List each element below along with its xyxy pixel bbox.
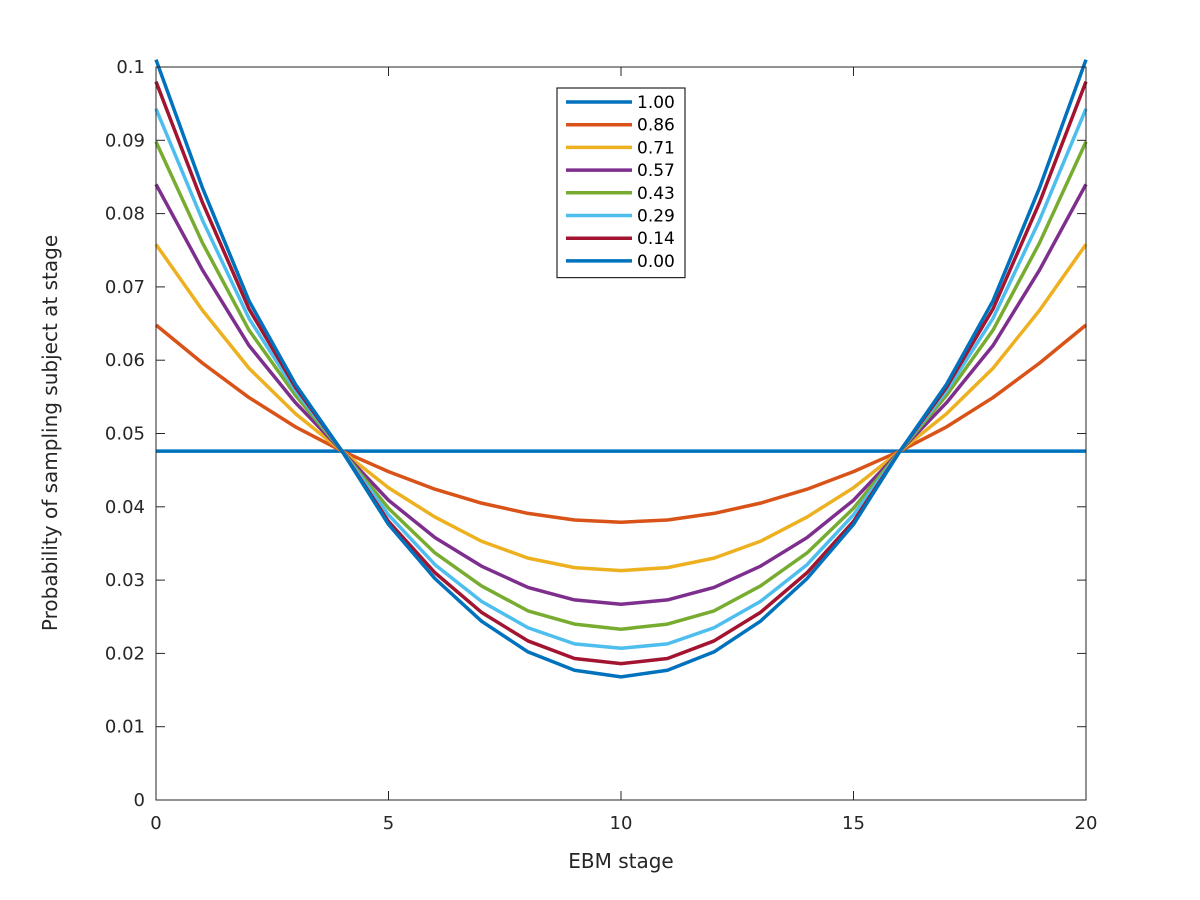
- legend-label-6: 0.14: [637, 229, 675, 249]
- series-line-2: [154, 243, 1088, 573]
- legend-label-4: 0.43: [637, 184, 675, 204]
- y-tick-label-1: 0.01: [105, 717, 145, 738]
- x-tick-label-1: 5: [383, 813, 394, 834]
- y-tick-label-3: 0.03: [105, 570, 145, 591]
- series-layer: [154, 59, 1088, 679]
- legend-label-3: 0.57: [637, 161, 675, 181]
- y-tick-label-9: 0.09: [105, 130, 145, 151]
- x-tick-label-3: 15: [842, 813, 865, 834]
- legend-box: [556, 87, 686, 279]
- y-tick-label-6: 0.06: [105, 350, 145, 371]
- legend-label-7: 0.00: [637, 252, 675, 272]
- legend-label-5: 0.29: [637, 207, 675, 227]
- legend-label-0: 1.00: [637, 93, 675, 113]
- x-tick-label-2: 10: [610, 813, 633, 834]
- y-tick-label-4: 0.04: [105, 497, 145, 518]
- x-tick-label-0: 0: [150, 813, 161, 834]
- y-tick-label-5: 0.05: [105, 424, 145, 445]
- legend: 1.00 0.860.71 0.57 0.43 0.290.14 0.00: [556, 87, 686, 279]
- y-tick-label-2: 0.02: [105, 643, 145, 664]
- y-tick-label-7: 0.07: [105, 277, 145, 298]
- series-line-4: [154, 141, 1088, 631]
- legend-label-1: 0.86: [637, 116, 675, 136]
- series-line-3: [154, 183, 1088, 607]
- series-line-7: [154, 59, 1088, 679]
- y-tick-label-0: 0: [134, 790, 145, 811]
- legend-label-2: 0.71: [637, 138, 675, 158]
- y-axis-label: Probability of sampling subject at stage: [38, 235, 62, 631]
- y-tick-label-8: 0.08: [105, 204, 145, 225]
- x-axis-label: EBM stage: [568, 849, 674, 873]
- x-tick-label-4: 20: [1075, 813, 1098, 834]
- series-line-1: [154, 323, 1088, 524]
- y-tick-label-10: 0.1: [116, 57, 145, 78]
- tick-layer: 0 5 10 15 20 0 0.01 0.02 0.03 0.04 0.05 0.06 0.07 0.0…: [105, 57, 1098, 834]
